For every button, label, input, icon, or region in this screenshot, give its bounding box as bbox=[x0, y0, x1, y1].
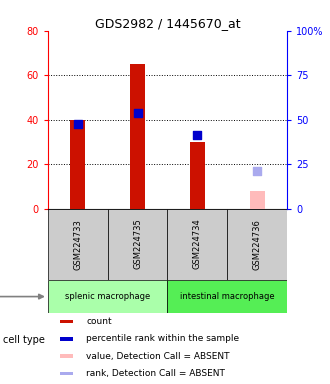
Text: GSM224734: GSM224734 bbox=[193, 219, 202, 270]
Bar bbox=[48, 280, 168, 313]
Text: intestinal macrophage: intestinal macrophage bbox=[180, 292, 275, 301]
Bar bbox=[60, 372, 73, 375]
Bar bbox=[190, 142, 205, 209]
Point bbox=[75, 121, 81, 127]
Point bbox=[254, 168, 260, 174]
Text: value, Detection Call = ABSENT: value, Detection Call = ABSENT bbox=[86, 352, 230, 361]
Bar bbox=[60, 354, 73, 358]
Bar bbox=[168, 209, 227, 280]
Text: GSM224733: GSM224733 bbox=[73, 218, 82, 270]
Bar bbox=[60, 319, 73, 323]
Text: count: count bbox=[86, 317, 112, 326]
Point bbox=[195, 132, 200, 138]
Bar bbox=[108, 209, 167, 280]
Bar bbox=[48, 209, 108, 280]
Text: cell type: cell type bbox=[3, 335, 45, 345]
Bar bbox=[70, 120, 85, 209]
Point bbox=[135, 110, 140, 116]
Text: rank, Detection Call = ABSENT: rank, Detection Call = ABSENT bbox=[86, 369, 225, 378]
Title: GDS2982 / 1445670_at: GDS2982 / 1445670_at bbox=[95, 17, 240, 30]
Bar bbox=[168, 280, 287, 313]
Text: GSM224736: GSM224736 bbox=[253, 218, 262, 270]
Text: percentile rank within the sample: percentile rank within the sample bbox=[86, 334, 239, 343]
Bar bbox=[130, 64, 145, 209]
Bar bbox=[250, 191, 265, 209]
Bar bbox=[60, 337, 73, 341]
Text: GSM224735: GSM224735 bbox=[133, 219, 142, 270]
Text: splenic macrophage: splenic macrophage bbox=[65, 292, 150, 301]
Bar bbox=[227, 209, 287, 280]
